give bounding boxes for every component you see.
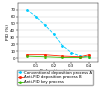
Anti-PID key process <box>26 56 28 57</box>
Anti-PID deposition process B <box>80 56 81 57</box>
Line: Anti-PID deposition process B: Anti-PID deposition process B <box>26 54 90 57</box>
Conventional deposition process A <box>80 56 81 57</box>
Conventional deposition process A <box>88 56 90 57</box>
Anti-PID key process <box>62 57 63 58</box>
Anti-PID deposition process B <box>26 54 28 55</box>
Anti-PID deposition process B <box>44 54 45 55</box>
Line: Conventional deposition process A: Conventional deposition process A <box>26 9 90 57</box>
X-axis label: Refractive index: Refractive index <box>40 69 76 73</box>
Anti-PID key process <box>88 56 90 57</box>
Conventional deposition process A <box>62 45 63 46</box>
Line: Anti-PID key process: Anti-PID key process <box>26 55 90 58</box>
Anti-PID deposition process B <box>62 56 63 57</box>
Conventional deposition process A <box>35 16 36 17</box>
Conventional deposition process A <box>44 24 45 25</box>
Y-axis label: PID (%): PID (%) <box>6 24 10 40</box>
Conventional deposition process A <box>53 33 54 34</box>
Anti-PID key process <box>44 56 45 57</box>
Conventional deposition process A <box>26 9 28 10</box>
Legend: Conventional deposition process A, Anti-PID deposition process B, Anti-PID key p: Conventional deposition process A, Anti-… <box>17 70 93 85</box>
Anti-PID deposition process B <box>88 54 90 55</box>
Conventional deposition process A <box>71 52 72 53</box>
Anti-PID key process <box>80 57 81 58</box>
